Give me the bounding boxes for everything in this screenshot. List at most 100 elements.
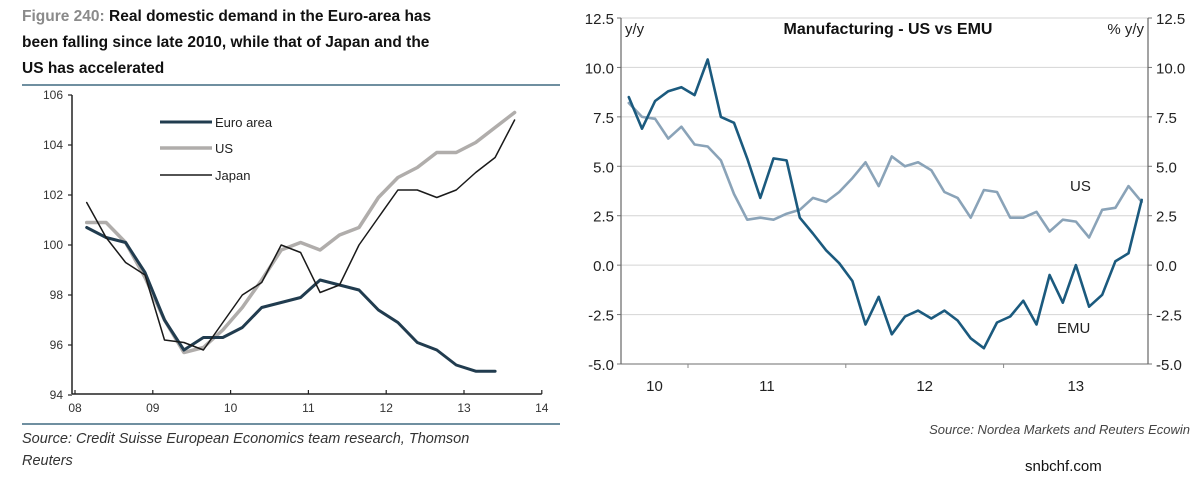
data-point-emu: [746, 157, 748, 159]
watermark: snbchf.com: [1025, 458, 1102, 475]
data-point-emu: [707, 58, 709, 60]
data-point-emu: [1062, 302, 1064, 304]
data-point-emu: [1088, 305, 1090, 307]
left-y-tick-label: 7.5: [593, 110, 614, 127]
data-point-us: [1114, 207, 1116, 209]
data-point-emu: [956, 319, 958, 321]
series-line-us: [627, 101, 1143, 239]
legend-label-euro-area: Euro area: [215, 115, 273, 130]
data-point-us: [222, 329, 224, 331]
data-point-emu: [772, 157, 774, 159]
data-point-us: [1022, 216, 1024, 218]
data-point-us: [280, 249, 282, 251]
right-y-tick-label: 12.5: [1156, 11, 1185, 28]
data-point-emu: [891, 333, 893, 335]
data-point-emu: [720, 116, 722, 118]
data-point-euro-area: [280, 301, 282, 303]
data-point-us: [707, 145, 709, 147]
data-point-euro-area: [222, 336, 224, 338]
data-point-us: [654, 118, 656, 120]
data-point-us: [825, 201, 827, 203]
data-point-us: [812, 197, 814, 199]
data-point-emu: [1035, 323, 1037, 325]
data-point-euro-area: [202, 336, 204, 338]
data-point-us: [733, 193, 735, 195]
data-point-us: [299, 241, 301, 243]
title-line-1: Figure 240: Real domestic demand in the …: [22, 4, 567, 30]
data-point-japan: [202, 349, 204, 351]
data-point-us: [474, 141, 476, 143]
data-point-us: [759, 216, 761, 218]
right-y-tick-label: -5.0: [1156, 357, 1182, 374]
x-tick-label: 08: [68, 401, 82, 415]
x-tick-label: 11: [302, 401, 315, 415]
title-line-2: been falling since late 2010, while that…: [22, 34, 430, 51]
source-line-2: Reuters: [22, 453, 73, 469]
data-point-us: [358, 226, 360, 228]
data-point-emu: [917, 309, 919, 311]
data-point-us: [720, 159, 722, 161]
left-y-tick-label: 2.5: [593, 209, 614, 226]
x-tick-label: 11: [759, 378, 775, 395]
data-point-japan: [280, 244, 282, 246]
data-point-euro-area: [474, 370, 476, 372]
data-point-euro-area: [319, 279, 321, 281]
data-point-euro-area: [358, 289, 360, 291]
right-axis-unit: % y/y: [1107, 21, 1144, 38]
data-point-emu: [825, 249, 827, 251]
data-point-japan: [377, 216, 379, 218]
data-point-emu: [1101, 294, 1103, 296]
data-point-emu: [1075, 264, 1077, 266]
left-y-tick-label: 10.0: [585, 60, 614, 77]
data-point-emu: [983, 347, 985, 349]
data-point-us: [746, 218, 748, 220]
right-y-tick-label: 0.0: [1156, 258, 1177, 275]
data-point-japan: [436, 196, 438, 198]
title-line-3: US has accelerated: [22, 60, 165, 77]
data-point-emu: [943, 309, 945, 311]
data-point-japan: [455, 189, 457, 191]
data-point-japan: [319, 291, 321, 293]
y-tick-label: 102: [43, 188, 63, 202]
data-point-us: [970, 216, 972, 218]
data-point-japan: [163, 339, 165, 341]
data-point-us: [1075, 220, 1077, 222]
data-point-emu: [799, 216, 801, 218]
data-point-us: [641, 116, 643, 118]
data-point-japan: [474, 171, 476, 173]
data-point-emu: [641, 128, 643, 130]
data-point-euro-area: [455, 364, 457, 366]
data-point-us: [1062, 218, 1064, 220]
left-chart-axes: 94 96 98 100 102 104 106 08 09 10 11 12 13 14: [43, 88, 549, 415]
data-point-emu: [693, 94, 695, 96]
data-point-us: [838, 191, 840, 193]
data-point-japan: [183, 341, 185, 343]
data-point-japan: [494, 156, 496, 158]
data-point-us: [851, 177, 853, 179]
data-point-japan: [358, 244, 360, 246]
data-point-us: [105, 221, 107, 223]
data-point-emu: [1048, 274, 1050, 276]
data-point-emu: [654, 100, 656, 102]
series-line-japan: [85, 119, 516, 351]
right-chart-series: [627, 58, 1143, 350]
data-point-japan: [105, 236, 107, 238]
data-point-emu: [628, 96, 630, 98]
left-y-tick-label: 12.5: [585, 11, 614, 28]
left-line-chart: 94 96 98 100 102 104 106 08 09 10 11 12 13 14 Euro ar…: [43, 88, 549, 415]
x-tick-label: 14: [535, 401, 549, 415]
x-tick-label: 12: [380, 401, 394, 415]
left-chart-legend: Euro area US Japan: [160, 115, 273, 183]
data-point-us: [319, 249, 321, 251]
data-point-emu: [864, 323, 866, 325]
left-y-tick-label: -5.0: [588, 357, 614, 374]
y-tick-label: 106: [43, 88, 63, 102]
x-tick-label: 13: [457, 401, 471, 415]
data-point-japan: [416, 189, 418, 191]
data-point-us: [455, 151, 457, 153]
data-point-euro-area: [416, 341, 418, 343]
left-y-tick-label: 0.0: [593, 258, 614, 275]
data-point-euro-area: [494, 370, 496, 372]
data-point-us: [436, 151, 438, 153]
left-y-tick-label: 5.0: [593, 159, 614, 176]
